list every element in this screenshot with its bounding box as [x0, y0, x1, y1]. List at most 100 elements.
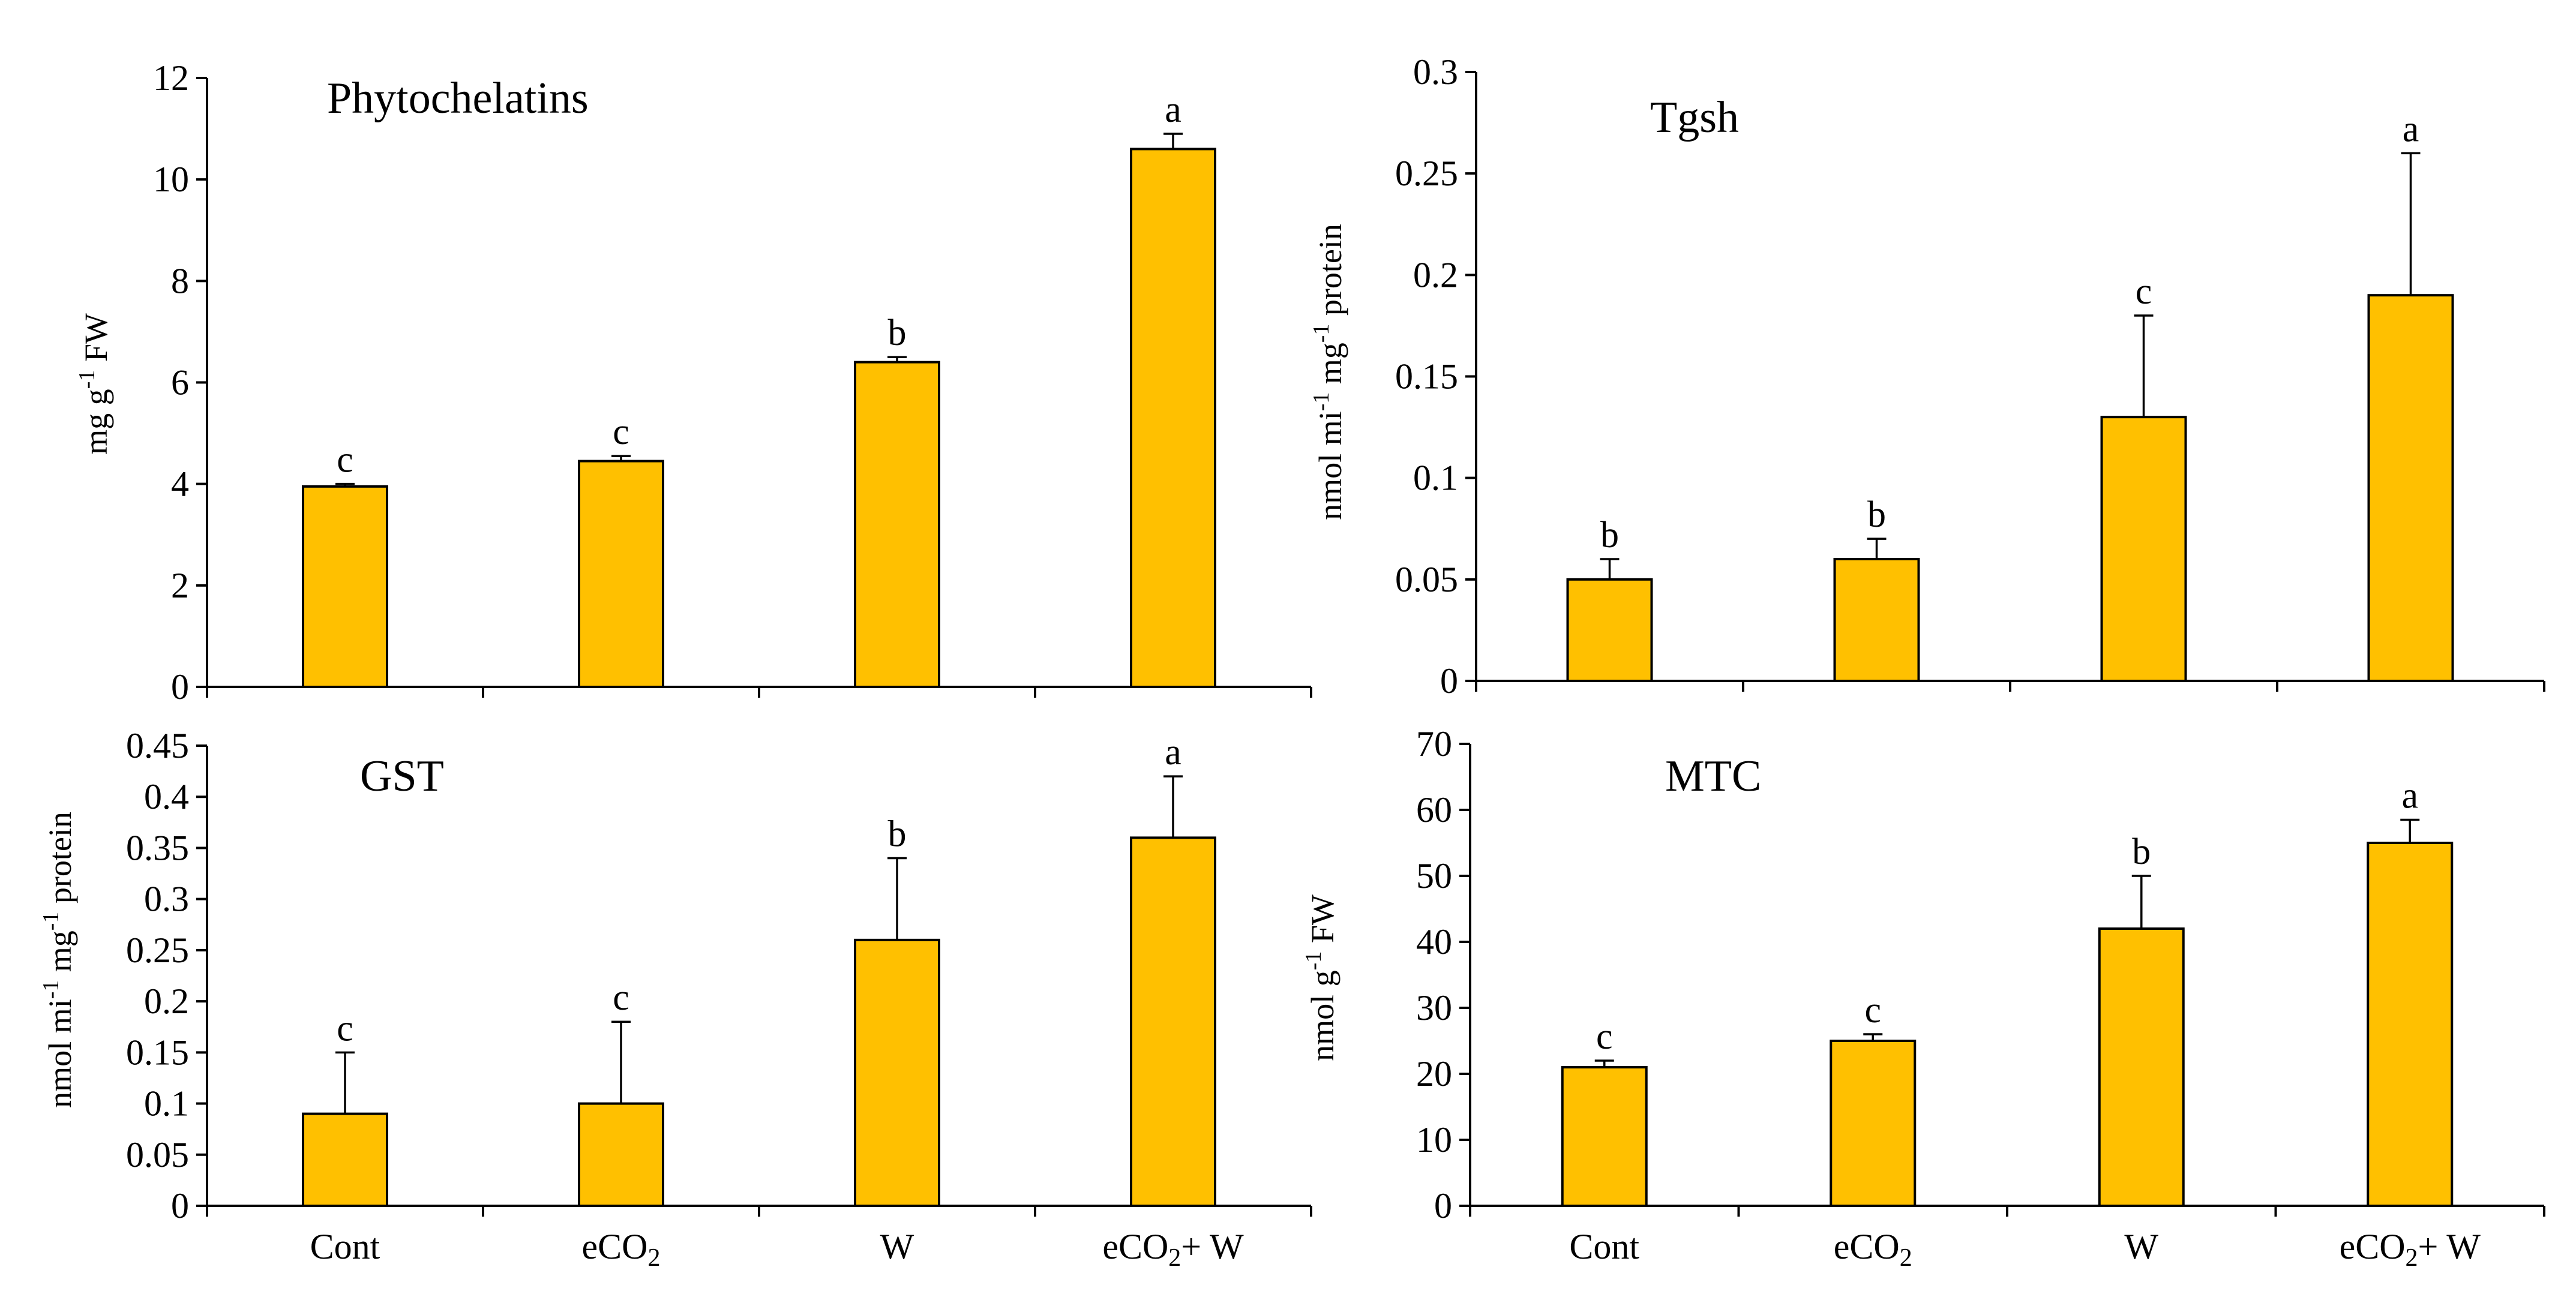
y-tick-label: 70: [1416, 724, 1452, 764]
significance-letter: c: [2136, 271, 2152, 312]
x-tick-label: eCO2: [1834, 1227, 1912, 1272]
y-axis-label: mg g-1 FW: [74, 313, 114, 455]
error-bar: [1594, 1059, 1614, 1067]
error-bar: [335, 482, 355, 487]
significance-letter: a: [1165, 732, 1181, 773]
error-bar: [887, 857, 907, 940]
y-tick-label: 4: [171, 464, 189, 504]
panel-title: GST: [360, 752, 444, 801]
bar: [1561, 1066, 1648, 1207]
y-tick-label: 40: [1416, 922, 1452, 962]
y-tick-label: 0.2: [144, 981, 189, 1021]
error-bar: [1163, 133, 1183, 149]
bar: [2367, 294, 2454, 682]
bar: [578, 460, 664, 689]
y-tick-label: 0.25: [126, 930, 189, 970]
y-tick-label: 30: [1416, 988, 1452, 1028]
error-bar: [2400, 818, 2420, 843]
y-tick-label: 0: [171, 667, 189, 707]
y-tick-label: 10: [153, 160, 189, 199]
panel-title: Tgsh: [1650, 93, 1739, 142]
y-axis-label: nmol g-1 FW: [1301, 894, 1341, 1061]
x-tick-label: eCO2+ W: [1102, 1227, 1244, 1272]
y-tick-label: 0.35: [126, 828, 189, 867]
significance-letter: c: [613, 977, 629, 1018]
y-tick-label: 0.15: [1395, 357, 1458, 397]
significance-letter: a: [1165, 89, 1181, 130]
significance-letter: b: [1600, 515, 1619, 556]
panel-gst: GST nmol mi-1 mg-1 protein 0 0.05 0.1 0.15 0…: [38, 726, 1312, 1272]
bar: [1130, 836, 1216, 1207]
y-tick-label: 8: [171, 261, 189, 301]
y-tick-label: 0: [1434, 1186, 1452, 1226]
error-bar: [335, 1051, 355, 1114]
y-tick-label: 10: [1416, 1120, 1452, 1160]
error-bar: [1163, 775, 1183, 838]
y-tick-label: 6: [171, 363, 189, 403]
panel-mtc: MTC nmol g-1 FW 0 10 20 30 40 50 60 70 c c b a Cont e…: [1301, 724, 2545, 1272]
bar: [302, 1112, 388, 1207]
significance-letter: c: [337, 440, 353, 481]
error-bar: [1600, 558, 1620, 580]
y-tick-label: 0.15: [126, 1032, 189, 1072]
y-tick-label: 60: [1416, 790, 1452, 830]
bar: [1830, 1040, 1917, 1207]
significance-letter: c: [337, 1008, 353, 1049]
panel-title: MTC: [1665, 752, 1761, 801]
x-tick-label: Cont: [1569, 1227, 1639, 1266]
bar: [578, 1102, 664, 1207]
bar: [854, 361, 940, 688]
y-tick-label: 50: [1416, 856, 1452, 896]
error-bar: [1863, 1033, 1883, 1041]
significance-letter: b: [1867, 494, 1886, 535]
significance-letter: a: [2401, 776, 2418, 816]
x-tick-label: W: [880, 1227, 914, 1266]
y-tick-label: 20: [1416, 1054, 1452, 1094]
error-bar: [2401, 152, 2421, 296]
x-tick-label: Cont: [310, 1227, 380, 1266]
y-tick-label: 0.4: [144, 777, 189, 816]
error-bar: [2134, 314, 2154, 418]
x-tick-label: eCO2+ W: [2340, 1227, 2481, 1272]
y-tick-label: 0: [171, 1186, 189, 1226]
bar: [1833, 558, 1920, 682]
panel-title: Phytochelatins: [327, 74, 589, 123]
error-bar: [611, 455, 631, 461]
y-tick-label: 0.05: [126, 1135, 189, 1175]
x-tick-label: eCO2: [582, 1227, 661, 1272]
y-tick-label: 0.1: [1413, 458, 1458, 498]
y-tick-label: 12: [153, 58, 189, 98]
y-tick-label: 0: [1440, 661, 1458, 701]
x-tick-label: W: [2124, 1227, 2158, 1266]
bar: [1566, 578, 1653, 682]
y-tick-label: 0.2: [1413, 255, 1458, 295]
error-bar: [2131, 875, 2151, 929]
y-tick-label: 0.3: [1413, 52, 1458, 92]
significance-letter: b: [2132, 831, 2151, 872]
y-tick-label: 0.3: [144, 879, 189, 919]
y-tick-label: 0.25: [1395, 154, 1458, 193]
y-tick-label: 2: [171, 566, 189, 605]
y-tick-label: 0.1: [144, 1084, 189, 1124]
significance-letter: c: [1864, 990, 1881, 1031]
bar: [2367, 842, 2454, 1207]
error-bar: [1867, 538, 1887, 559]
bar: [2100, 416, 2187, 683]
bar: [2098, 927, 2185, 1207]
significance-letter: a: [2403, 109, 2419, 149]
y-tick-label: 0.05: [1395, 560, 1458, 599]
error-bar: [887, 356, 907, 362]
panel-phytochelatins: Phytochelatins mg g-1 FW 0 2 4 6 8 10 12 c c b a: [74, 58, 1312, 707]
significance-letter: b: [888, 813, 907, 854]
significance-letter: b: [888, 313, 907, 353]
bar: [1130, 148, 1216, 688]
significance-letter: c: [613, 412, 629, 452]
y-axis-label: nmol mi-1 mg-1 protein: [38, 812, 78, 1108]
error-bar: [611, 1020, 631, 1104]
bar: [302, 485, 388, 688]
y-axis-label: nmol mi-1 mg-1 protein: [1309, 224, 1348, 520]
significance-letter: c: [1596, 1016, 1613, 1057]
y-tick-label: 0.45: [126, 726, 189, 765]
panel-tgsh: Tgsh nmol mi-1 mg-1 protein 0 0.05 0.1 0.15…: [1309, 52, 2545, 701]
